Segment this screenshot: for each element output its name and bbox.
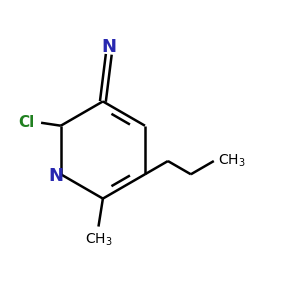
Text: N: N — [48, 167, 63, 185]
Text: N: N — [101, 38, 116, 56]
Text: Cl: Cl — [18, 115, 34, 130]
Text: CH$_3$: CH$_3$ — [85, 232, 112, 248]
Text: CH$_3$: CH$_3$ — [218, 153, 246, 169]
